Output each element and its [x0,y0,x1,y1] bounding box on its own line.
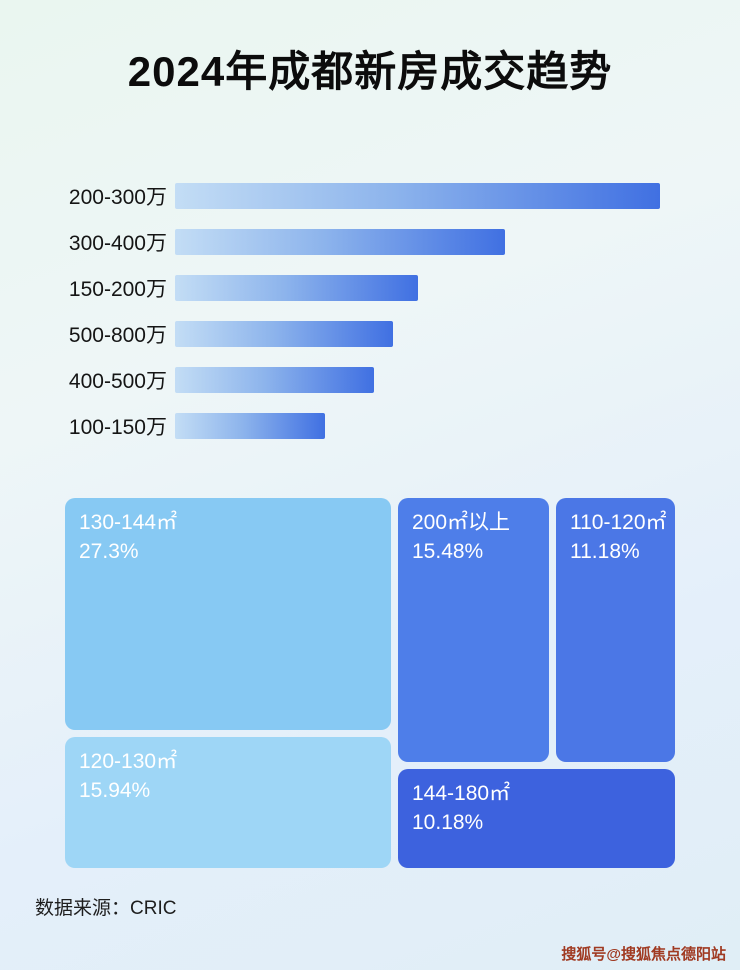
bar [175,229,505,255]
treemap-block-130-144: 130-144㎡ 27.3% [65,498,391,730]
data-source-label: 数据来源：CRIC [35,898,177,919]
bar-row: 200-300万 [55,183,695,209]
treemap-block-110-120: 110-120㎡ 11.18% [556,498,675,762]
bar-label: 200-300万 [68,186,167,209]
bar-label: 100-150万 [68,416,167,439]
area-size-treemap: 130-144㎡ 27.3% 200㎡以上 15.48% 110-120㎡ 11… [65,498,675,868]
bar-label: 400-500万 [68,370,167,393]
bar-row: 300-400万 [55,229,695,255]
bar-track [175,367,660,393]
bar-track [175,413,660,439]
bar-label: 500-800万 [68,324,167,347]
treemap-block-value: 10.18% [412,811,484,835]
page-title: 2024年成都新房成交趋势 [127,48,613,95]
bar-row: 500-800万 [55,321,695,347]
treemap-block-label: 144-180㎡ [412,782,511,805]
treemap-block-120-130: 120-130㎡ 15.94% [65,737,391,868]
watermark-text: 搜狐号@搜狐焦点德阳站 [561,946,726,963]
bar [175,275,418,301]
treemap-block-value: 27.3% [79,540,139,564]
treemap-block-value: 11.18% [570,540,640,564]
bar [175,321,394,347]
treemap-block-label: 120-130㎡ [79,750,178,773]
bar [175,367,374,393]
bar [175,413,326,439]
bar [175,183,660,209]
bar-track [175,275,660,301]
bar-row: 150-200万 [55,275,695,301]
bar-track [175,321,660,347]
treemap-block-value: 15.94% [79,779,151,803]
bar-track [175,229,660,255]
treemap-block-label: 110-120㎡ [570,511,667,534]
bar-label: 150-200万 [68,278,167,301]
treemap-block-144-180: 144-180㎡ 10.18% [398,769,675,868]
treemap-block-value: 15.48% [412,540,484,564]
bar-row: 100-150万 [55,413,695,439]
bar-label: 300-400万 [68,232,167,255]
bar-row: 400-500万 [55,367,695,393]
bar-track [175,183,660,209]
treemap-block-label: 200㎡以上 [412,511,511,534]
price-range-bar-chart: 200-300万 300-400万 150-200万 500-800万 400-… [55,183,695,439]
treemap-block-200-plus: 200㎡以上 15.48% [398,498,549,762]
treemap-block-label: 130-144㎡ [79,511,178,534]
